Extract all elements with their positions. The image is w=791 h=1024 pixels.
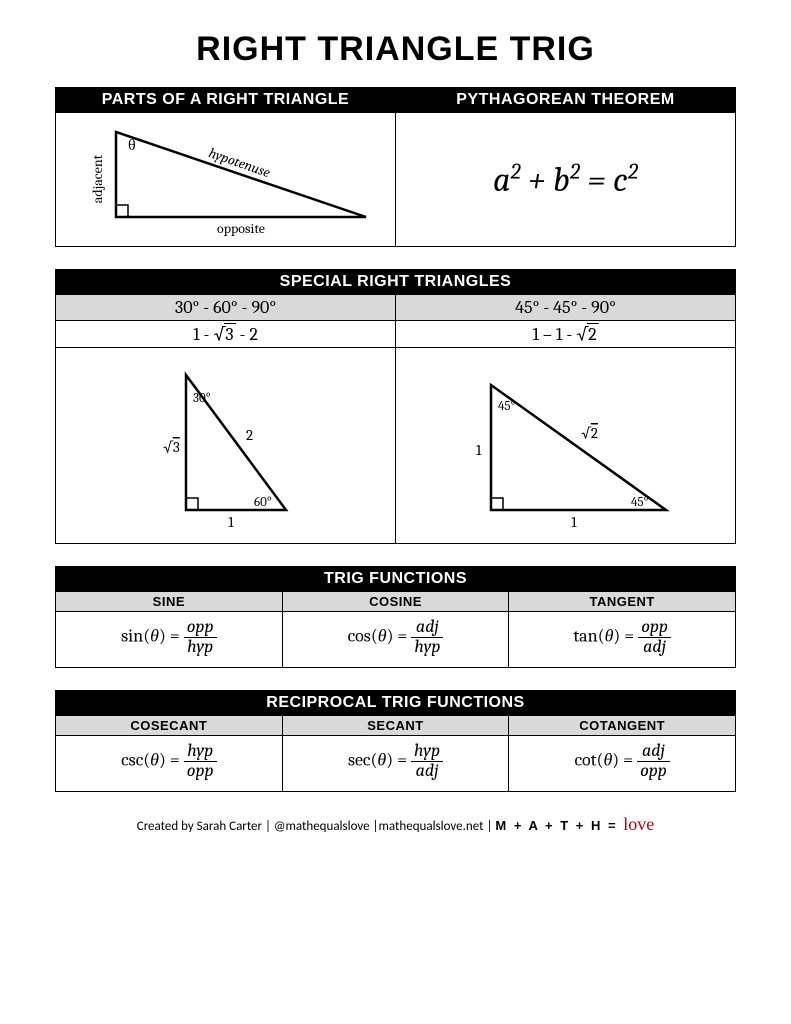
adjacent-label: adjacent [89,154,106,203]
parts-header: PARTS OF A RIGHT TRIANGLE [56,88,396,113]
parts-triangle-cell: θ adjacent opposite hypotenuse [56,113,396,247]
pythag-c: c [613,160,628,200]
section-reciprocal-functions: RECIPROCAL TRIG FUNCTIONS COSECANT SECAN… [55,690,736,792]
page-title: RIGHT TRIANGLE TRIG [55,30,736,69]
ratio-454590: 1 – 1 - 2 [396,321,736,348]
pythag-b: b [553,160,570,200]
special-header: SPECIAL RIGHT TRIANGLES [56,270,736,295]
side-1-bottom: 1 [228,513,234,531]
tan-formula: tan(θ) = oppadj [509,612,736,668]
opposite-label: opposite [217,220,265,237]
footer-brand-math: M + A + T + H = [495,818,623,833]
triangle-306090-diagram: 30° 60° √3 2 1 [126,360,326,535]
theta-label: θ [128,136,136,154]
angle-60: 60° [254,495,272,510]
trig-header: TRIG FUNCTIONS [56,567,736,592]
sec-formula: sec(θ) = hypadj [282,735,509,791]
angle-45-top: 45° [498,399,516,414]
pythag-formula: a2 + b2 = c2 [396,113,736,247]
cos-formula: cos(θ) = adjhyp [282,612,509,668]
ratio-306090: 1 - 3 - 2 [56,321,396,348]
angle-45-bottom: 45° [631,495,649,510]
hypotenuse-label: hypotenuse [206,144,272,181]
sin-formula: sin(θ) = opphyp [56,612,283,668]
angle-30: 30° [193,391,211,406]
footer: Created by Sarah Carter | @mathequalslov… [55,814,736,835]
col-sine: SINE [56,592,283,612]
angles-454590: 45° - 45° - 90° [396,295,736,321]
csc-formula: csc(θ) = hypopp [56,735,283,791]
side-1-left: 1 [476,441,482,459]
section-parts-pythag: PARTS OF A RIGHT TRIANGLE PYTHAGOREAN TH… [55,87,736,247]
section-trig-functions: TRIG FUNCTIONS SINE COSINE TANGENT sin(θ… [55,566,736,668]
col-secant: SECANT [282,715,509,735]
right-triangle-diagram: θ adjacent opposite hypotenuse [76,117,376,237]
recip-header: RECIPROCAL TRIG FUNCTIONS [56,690,736,715]
triangle-306090-cell: 30° 60° √3 2 1 [56,348,396,544]
triangle-454590-cell: 45° 45° 1 √2 1 [396,348,736,544]
col-tangent: TANGENT [509,592,736,612]
footer-credit: Created by Sarah Carter | @mathequalslov… [137,819,496,834]
triangle-454590-diagram: 45° 45° 1 √2 1 [436,360,696,535]
pythag-header: PYTHAGOREAN THEOREM [396,88,736,113]
col-cotangent: COTANGENT [509,715,736,735]
side-1-bottom-45: 1 [571,513,577,531]
side-2: 2 [246,426,253,444]
section-special-triangles: SPECIAL RIGHT TRIANGLES 30° - 60° - 90° … [55,269,736,544]
side-sqrt2: √2 [581,424,598,442]
col-cosine: COSINE [282,592,509,612]
footer-brand-love: love [623,814,654,834]
pythag-a: a [493,160,511,200]
angles-306090: 30° - 60° - 90° [56,295,396,321]
side-sqrt3: √3 [163,438,180,456]
cot-formula: cot(θ) = adjopp [509,735,736,791]
col-cosecant: COSECANT [56,715,283,735]
